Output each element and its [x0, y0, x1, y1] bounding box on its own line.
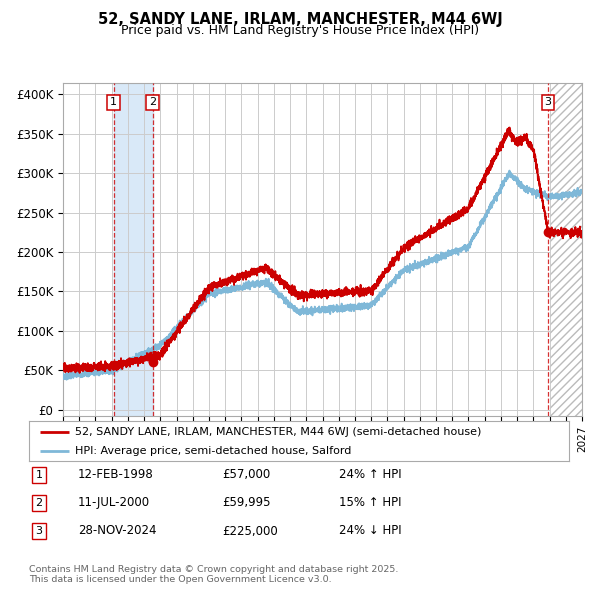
Text: 1: 1: [110, 97, 117, 107]
Text: 3: 3: [545, 97, 551, 107]
Text: 11-JUL-2000: 11-JUL-2000: [78, 496, 150, 509]
Text: 2: 2: [149, 97, 156, 107]
Bar: [113, 83, 152, 416]
Text: Contains HM Land Registry data © Crown copyright and database right 2025.
This d: Contains HM Land Registry data © Crown c…: [29, 565, 398, 584]
Text: 1: 1: [35, 470, 43, 480]
Text: 3: 3: [35, 526, 43, 536]
Text: 52, SANDY LANE, IRLAM, MANCHESTER, M44 6WJ: 52, SANDY LANE, IRLAM, MANCHESTER, M44 6…: [98, 12, 502, 27]
Text: HPI: Average price, semi-detached house, Salford: HPI: Average price, semi-detached house,…: [75, 447, 351, 456]
Text: 24% ↑ HPI: 24% ↑ HPI: [339, 468, 401, 481]
Text: £59,995: £59,995: [222, 496, 271, 509]
Text: 15% ↑ HPI: 15% ↑ HPI: [339, 496, 401, 509]
Text: 52, SANDY LANE, IRLAM, MANCHESTER, M44 6WJ (semi-detached house): 52, SANDY LANE, IRLAM, MANCHESTER, M44 6…: [75, 428, 481, 438]
Text: £225,000: £225,000: [222, 525, 278, 537]
Bar: [550, 83, 582, 416]
Bar: [550, 83, 582, 416]
Text: £57,000: £57,000: [222, 468, 270, 481]
Text: 28-NOV-2024: 28-NOV-2024: [78, 525, 157, 537]
Text: 12-FEB-1998: 12-FEB-1998: [78, 468, 154, 481]
Text: 24% ↓ HPI: 24% ↓ HPI: [339, 525, 401, 537]
Text: Price paid vs. HM Land Registry's House Price Index (HPI): Price paid vs. HM Land Registry's House …: [121, 24, 479, 37]
Text: 2: 2: [35, 498, 43, 507]
